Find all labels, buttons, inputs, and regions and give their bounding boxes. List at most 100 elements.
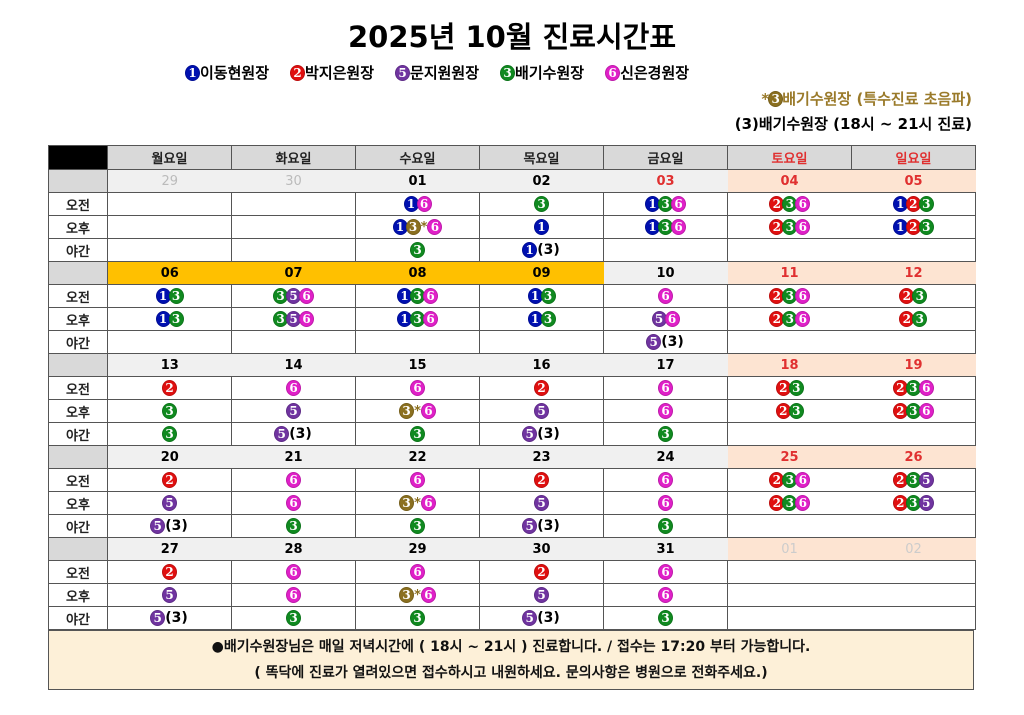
schedule-cell xyxy=(231,330,356,354)
schedule-cell: 3 xyxy=(107,399,232,423)
schedule-cell: 5 (3) xyxy=(603,330,728,354)
doctor-6-badge: 6 xyxy=(410,380,425,396)
schedule-cell: 5 (3) xyxy=(107,606,232,630)
doctor-2-badge: 2 xyxy=(290,64,306,81)
schedule-cell: 6 xyxy=(231,583,356,607)
doctor-5-badge: 5 xyxy=(918,495,934,511)
session-label: 오전 xyxy=(48,284,108,308)
weekday-header: 수요일 xyxy=(355,145,480,170)
date-row: 20 21 22 23 24 25 26 xyxy=(48,445,976,469)
legend-doctor-name: 문지원원장 xyxy=(410,64,480,82)
doctor-6-badge: 6 xyxy=(299,311,314,327)
schedule-cell xyxy=(851,238,976,262)
doctor-3-badge: 3 xyxy=(410,518,425,534)
doctor-2-badge: 2 xyxy=(769,311,785,327)
date-cell: 16 xyxy=(479,353,604,377)
session-row: 야간 5 (3) 3 3 5 (3) 3 xyxy=(48,606,976,630)
doctor-3-badge: 3 xyxy=(410,242,425,258)
session-label: 오전 xyxy=(48,376,108,400)
weekday-header: 토요일 xyxy=(727,145,852,170)
doctor-3-badge: 3 xyxy=(782,196,798,212)
schedule-cell: 5 xyxy=(479,399,604,423)
schedule-cell: 5 xyxy=(107,491,232,515)
schedule-cell: 2 xyxy=(479,468,604,492)
legend-item-3: 3 배기수원장 xyxy=(500,62,584,83)
doctor-3-badge: 3 xyxy=(782,495,798,511)
schedule-cell xyxy=(603,238,728,262)
schedule-cell: 2 xyxy=(479,376,604,400)
schedule-cell xyxy=(851,422,976,446)
schedule-cell: 6 xyxy=(603,399,728,423)
doctor-3-badge: 3 xyxy=(410,610,425,626)
schedule-cell: 3 xyxy=(603,422,728,446)
date-cell: 13 xyxy=(107,353,232,377)
evening-marker: (3) xyxy=(289,426,312,442)
doctor-6-badge: 6 xyxy=(286,587,301,603)
schedule-cell: 2 xyxy=(107,376,232,400)
doctor-6-badge: 6 xyxy=(795,311,811,327)
schedule-cell xyxy=(231,238,356,262)
date-cell: 09 xyxy=(479,261,604,285)
doctor-6-badge: 6 xyxy=(658,288,673,304)
session-label: 오후 xyxy=(48,583,108,607)
session-row: 오후 1 3 3 5 6 1 3 6 1 3 5 6 2 3 6 2 3 xyxy=(48,307,976,331)
session-label: 야간 xyxy=(48,606,108,630)
session-row: 오전 1 6 3 1 3 6 2 3 6 1 2 3 xyxy=(48,192,976,216)
weekday-header: 일요일 xyxy=(851,145,976,170)
legend-item-1: 1 이동현원장 xyxy=(185,62,269,83)
date-cell: 29 xyxy=(355,537,480,561)
doctor-2-badge: 2 xyxy=(899,288,915,304)
session-label: 야간 xyxy=(48,422,108,446)
doctor-5-badge: 5 xyxy=(522,518,538,534)
footer-notice: ●배기수원장님은 매일 저녁시간에 ( 18시 ~ 21시 ) 진료합니다. /… xyxy=(48,630,974,690)
doctor-1-badge: 1 xyxy=(185,64,200,81)
session-label: 오후 xyxy=(48,307,108,331)
evening-marker: (3) xyxy=(537,426,560,442)
schedule-cell: 3 xyxy=(355,238,480,262)
doctor-5-badge: 5 xyxy=(150,610,166,626)
doctor-6-badge: 6 xyxy=(410,472,425,488)
date-cell: 02 xyxy=(479,169,604,193)
session-row: 오후 3 5 3 * 6 5 6 2 3 2 3 6 xyxy=(48,399,976,423)
date-cell: 24 xyxy=(603,445,728,469)
session-row: 야간 3 1 (3) xyxy=(48,238,976,262)
doctor-3-badge: 3 xyxy=(168,311,184,327)
evening-marker: (3) xyxy=(165,610,188,626)
doctor-6-badge: 6 xyxy=(299,288,314,304)
doctor-6-badge: 6 xyxy=(423,311,438,327)
schedule-cell: 3 xyxy=(603,514,728,538)
session-label: 오후 xyxy=(48,399,108,423)
date-row-label xyxy=(48,261,108,285)
schedule-cell xyxy=(231,192,356,216)
doctor-3s-badge: 3 xyxy=(399,403,415,419)
schedule-cell: 6 xyxy=(603,284,728,308)
date-cell: 06 xyxy=(107,261,232,285)
footer-line-2: ( 똑닥에 진료가 열려있으면 접수하시고 내원하세요. 문의사항은 병원으로 … xyxy=(254,665,768,681)
special-asterisk: * xyxy=(414,404,421,419)
doctor-1-badge: 1 xyxy=(892,219,908,235)
schedule-cell: 3 xyxy=(355,606,480,630)
doctor-6-badge: 6 xyxy=(286,472,301,488)
schedule-cell: 5 xyxy=(479,583,604,607)
doctor-3-badge: 3 xyxy=(658,426,673,442)
doctor-6-badge: 6 xyxy=(286,495,301,511)
doctor-5-badge: 5 xyxy=(646,334,662,350)
doctor-6-badge: 6 xyxy=(658,403,673,419)
schedule-cell: 3 * 6 xyxy=(355,399,480,423)
doctor-3-badge: 3 xyxy=(286,518,301,534)
doctor-1-badge: 1 xyxy=(534,219,549,235)
doctor-5-badge: 5 xyxy=(162,495,177,511)
evening-marker: (3) xyxy=(661,334,684,350)
schedule-cell xyxy=(107,238,232,262)
doctor-5-badge: 5 xyxy=(162,587,177,603)
special-asterisk: * xyxy=(414,588,421,603)
